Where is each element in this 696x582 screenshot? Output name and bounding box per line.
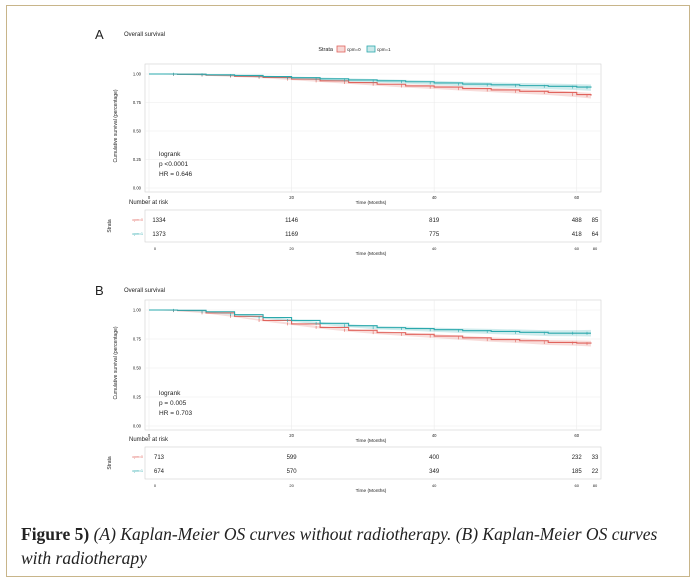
y-tick-label: 1.00 <box>133 72 142 77</box>
caption-label: Figure 5) <box>21 524 90 544</box>
risk-count: 349 <box>429 469 440 475</box>
figure-caption: Figure 5) (A) Kaplan-Meier OS curves wit… <box>21 522 691 570</box>
panel-B: B Overall survival Strata cpm=0 cpm=1 0.00 0.2… <box>95 283 602 494</box>
risk-count: 64 <box>592 232 599 238</box>
risk-row-label-cpm=0: cpm=0 <box>132 455 143 459</box>
y-tick-label: 0.75 <box>133 100 142 105</box>
risk-count: 599 <box>287 455 298 461</box>
x-tick-label: 60 <box>574 433 579 438</box>
legend-key-cpm=0 <box>336 45 346 53</box>
risk-x-tick: 80 <box>593 246 598 251</box>
x-tick-label: 0 <box>148 433 151 438</box>
risk-x-tick: 20 <box>289 483 294 488</box>
chart-title: Overall survival <box>124 32 165 38</box>
plot-area <box>144 299 602 431</box>
figure-frame: A Overall survival Strata cpm=0 cpm=1 0.00 0.2… <box>6 5 690 577</box>
risk-count: 1334 <box>152 218 166 224</box>
y-tick-label: 0.25 <box>133 395 142 400</box>
y-tick-label: 0.50 <box>133 366 142 371</box>
logrank-annotation: logrank <box>159 390 181 397</box>
risk-table-title: Number at risk <box>129 437 169 443</box>
risk-row-label-cpm=1: cpm=1 <box>132 469 143 473</box>
panel-label: A <box>95 27 104 42</box>
y-tick-label: 0.00 <box>133 186 142 191</box>
legend-key-cpm=1 <box>366 45 376 53</box>
survival-curve-cpm=1 <box>149 309 591 334</box>
y-tick-label: 0.75 <box>133 337 142 342</box>
risk-row-label-cpm=0: cpm=0 <box>132 218 143 222</box>
y-tick-label: 0.25 <box>133 157 142 162</box>
x-tick-label: 20 <box>289 433 294 438</box>
risk-strata-label: Strata <box>107 219 113 233</box>
x-axis-label: Time (Months) <box>356 200 387 206</box>
logrank-annotation: HR = 0.703 <box>159 410 192 417</box>
risk-x-tick: 0 <box>154 483 157 488</box>
risk-count: 488 <box>572 218 583 224</box>
risk-count: 1373 <box>152 232 166 238</box>
risk-x-tick: 60 <box>575 483 580 488</box>
risk-count: 232 <box>572 455 583 461</box>
risk-count: 570 <box>287 469 298 475</box>
km-figure: A Overall survival Strata cpm=0 cpm=1 0.00 0.2… <box>95 27 602 494</box>
y-tick-label: 1.00 <box>133 308 142 313</box>
risk-x-tick: 80 <box>593 483 598 488</box>
risk-count: 775 <box>429 232 440 238</box>
risk-table-area <box>144 209 602 243</box>
risk-x-tick: 20 <box>289 246 294 251</box>
legend-title: Strata <box>318 47 334 53</box>
caption-text: (A) Kaplan-Meier OS curves without radio… <box>21 524 658 568</box>
risk-count: 819 <box>429 218 440 224</box>
risk-x-tick: 40 <box>432 483 437 488</box>
panel-label: B <box>95 283 104 298</box>
risk-x-label: Time (Months) <box>356 488 387 494</box>
x-tick-label: 0 <box>148 195 151 200</box>
risk-count: 400 <box>429 455 440 461</box>
risk-x-label: Time (Months) <box>356 251 387 257</box>
legend-label: cpm=0 <box>347 47 361 52</box>
x-tick-label: 40 <box>432 195 437 200</box>
logrank-annotation: p <0.0001 <box>159 161 188 168</box>
risk-count: 1146 <box>285 218 299 224</box>
risk-x-tick: 0 <box>154 246 157 251</box>
risk-count: 674 <box>154 469 165 475</box>
legend-label: cpm=1 <box>377 47 391 52</box>
logrank-annotation: logrank <box>159 151 181 158</box>
logrank-annotation: HR = 0.646 <box>159 171 192 178</box>
risk-table-title: Number at risk <box>129 200 169 206</box>
risk-count: 85 <box>592 218 599 224</box>
chart-title: Overall survival <box>124 288 165 294</box>
survival-curve-cpm=1 <box>149 73 592 88</box>
x-axis-label: Time (Months) <box>356 438 387 444</box>
ci-band-cpm=1 <box>149 74 591 91</box>
logrank-annotation: p = 0.005 <box>159 400 187 407</box>
y-axis-label: Cumulative survival (percentage) <box>113 326 119 399</box>
risk-count: 713 <box>154 455 165 461</box>
risk-count: 33 <box>592 455 599 461</box>
risk-count: 418 <box>572 232 583 238</box>
y-tick-label: 0.50 <box>133 129 142 134</box>
x-tick-label: 40 <box>432 433 437 438</box>
risk-x-tick: 40 <box>432 246 437 251</box>
risk-strata-label: Strata <box>107 456 113 470</box>
ci-band-cpm=1 <box>149 310 591 337</box>
panel-A: A Overall survival Strata cpm=0 cpm=1 0.00 0.2… <box>95 27 602 257</box>
y-tick-label: 0.00 <box>133 424 142 429</box>
risk-count: 185 <box>572 469 583 475</box>
risk-table-area <box>144 446 602 480</box>
x-tick-label: 60 <box>574 195 579 200</box>
risk-x-tick: 60 <box>575 246 580 251</box>
y-axis-label: Cumulative survival (percentage) <box>113 89 119 162</box>
risk-count: 1169 <box>285 232 299 238</box>
risk-row-label-cpm=1: cpm=1 <box>132 232 143 236</box>
risk-count: 22 <box>592 469 599 475</box>
x-tick-label: 20 <box>289 195 294 200</box>
